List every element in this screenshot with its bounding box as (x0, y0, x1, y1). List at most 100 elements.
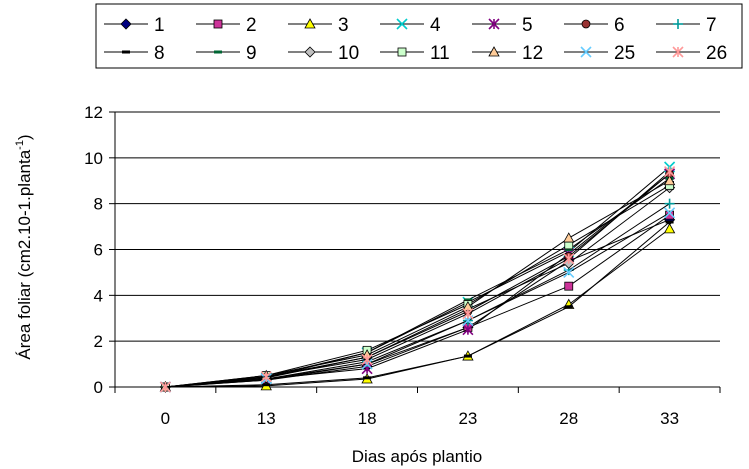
legend-marker-shape (122, 50, 130, 54)
y-tick-label: 0 (94, 378, 103, 397)
data-point (262, 383, 271, 387)
legend: 1 2 3 4 5 6 78 9 10 11 12 25 26 (95, 3, 743, 69)
legend-label: 3 (338, 15, 349, 36)
legend-label: 6 (614, 15, 625, 36)
data-point (564, 248, 573, 251)
legend-marker (672, 46, 684, 58)
data-point-shape (663, 174, 676, 186)
legend-marker (580, 46, 592, 58)
data-point (463, 354, 472, 358)
series-line (165, 187, 670, 388)
legend-marker-shape (581, 19, 591, 29)
y-axis-label-close: ) (15, 134, 34, 140)
y-tick-label: 2 (94, 332, 103, 351)
legend-marker-shape (304, 18, 316, 29)
legend-label: 7 (706, 15, 717, 36)
data-point (363, 376, 372, 380)
data-point (462, 324, 474, 336)
legend-item-4: 4 (380, 15, 441, 36)
data-point-shape (563, 266, 575, 278)
data-point (663, 174, 676, 186)
legend-marker-shape (580, 46, 592, 58)
x-axis-label: Dias após plantio (352, 447, 482, 466)
legend-marker (581, 19, 591, 29)
data-point-shape (463, 298, 472, 302)
legend-label: 9 (246, 43, 257, 64)
y-tick-label: 12 (84, 103, 103, 122)
x-tick-label: 28 (559, 409, 578, 428)
legend-item-6: 6 (564, 15, 625, 36)
legend-label: 5 (522, 15, 533, 36)
legend-marker (304, 18, 316, 29)
legend-marker (488, 46, 500, 57)
legend-marker (397, 47, 407, 57)
legend-item-12: 12 (472, 43, 543, 64)
data-point (361, 353, 373, 366)
y-tick-label: 4 (94, 286, 103, 305)
series-26 (159, 166, 676, 393)
data-point-shape (663, 223, 676, 234)
series-25 (159, 207, 676, 393)
legend-item-2: 2 (196, 15, 257, 36)
x-tick-label: 33 (660, 409, 679, 428)
series-10 (159, 182, 676, 393)
legend-marker (122, 50, 130, 54)
plot-area: 0 2 4 6 8 10 12 0 13 18 23 28 33 (84, 103, 721, 428)
legend-item-7: 7 (656, 15, 717, 36)
legend-label: 4 (430, 15, 441, 36)
data-point (664, 207, 676, 219)
series-line (165, 178, 670, 388)
series-8 (161, 220, 674, 389)
legend-marker-shape (397, 47, 407, 57)
x-tick-label: 18 (358, 409, 377, 428)
data-point-shape (463, 354, 472, 358)
series-11 (161, 180, 674, 392)
legend-item-3: 3 (288, 15, 349, 36)
y-axis-label-main: Área foliar (cm2.10-1.planta (15, 149, 34, 359)
data-point (563, 253, 575, 265)
data-point (564, 305, 573, 309)
legend-item-8: 8 (104, 43, 165, 64)
legend-label: 1 (154, 15, 165, 36)
legend-marker-shape (304, 46, 316, 58)
data-point-shape (363, 376, 372, 380)
y-tick-label: 6 (94, 241, 103, 260)
legend-marker (213, 19, 223, 29)
legend-item-1: 1 (104, 15, 165, 36)
series-6 (161, 169, 674, 392)
legend-item-11: 11 (380, 43, 450, 64)
legend-item-9: 9 (196, 43, 257, 64)
legend-marker (488, 18, 500, 30)
data-point-shape (664, 207, 676, 219)
data-point (664, 198, 675, 209)
legend-label: 11 (430, 43, 450, 64)
legend-marker-shape (120, 18, 132, 30)
legend-label: 8 (154, 43, 165, 64)
series-line (165, 212, 670, 388)
legend-marker-shape (396, 18, 408, 30)
data-point (563, 266, 575, 278)
x-tick-label: 0 (161, 409, 170, 428)
legend-item-25: 25 (564, 43, 635, 64)
legend-marker (673, 19, 683, 29)
x-tick-label: 13 (257, 409, 276, 428)
data-point-shape (563, 232, 575, 243)
legend-marker (120, 18, 132, 30)
legend-label: 25 (614, 43, 635, 64)
data-point (159, 381, 171, 393)
y-axis-label-superscript: -1 (14, 140, 26, 150)
y-axis-label: Área foliar (cm2.10-1.planta-1) (14, 134, 34, 359)
legend-label: 10 (338, 43, 359, 64)
data-point-shape (262, 383, 271, 387)
legend-item-10: 10 (288, 43, 359, 64)
series-5 (159, 168, 676, 393)
series-line (165, 171, 670, 388)
y-tick-label: 10 (84, 149, 103, 168)
series-2 (161, 210, 674, 392)
data-point (563, 232, 575, 243)
series-line (165, 166, 670, 388)
data-point (663, 223, 676, 234)
series-line (165, 180, 670, 388)
legend-item-5: 5 (472, 15, 533, 36)
